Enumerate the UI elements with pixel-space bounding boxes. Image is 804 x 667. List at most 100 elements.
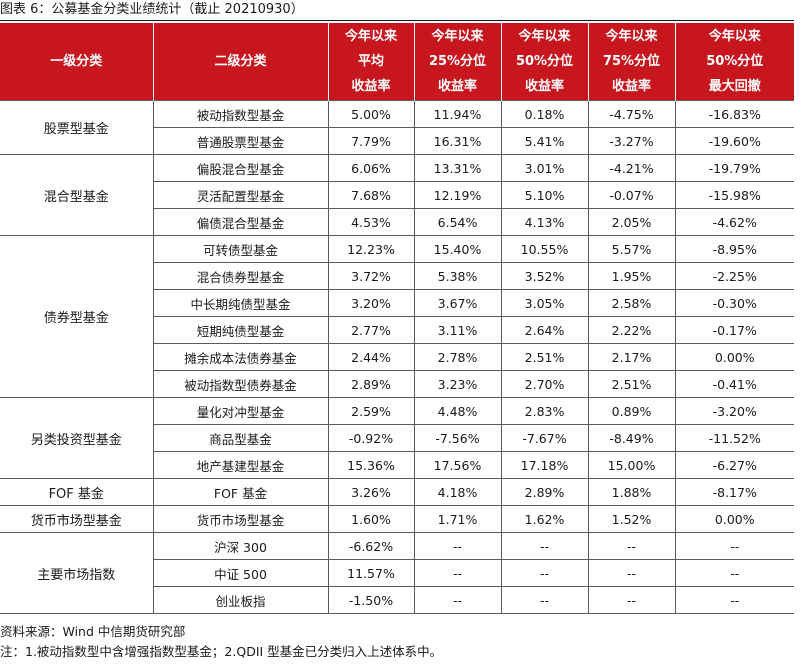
source-note: 资料来源：Wind 中信期货研究部 — [0, 624, 186, 639]
value-cell: -4.21% — [587, 154, 676, 182]
table-row: 货币市场型基金 货币市场型基金 1.60% 1.71% 1.62% 1.52% 0.00% — [0, 505, 794, 533]
value-cell: 12.19% — [413, 181, 502, 209]
value-cell: 7.68% — [327, 181, 415, 209]
value-cell: 2.77% — [327, 316, 415, 344]
value-cell: 17.56% — [413, 451, 502, 479]
value-cell: 1.71% — [413, 505, 502, 533]
value-cell: -- — [674, 559, 794, 587]
subcategory-cell: 灵活配置型基金 — [153, 181, 329, 209]
value-cell: -4.75% — [587, 100, 676, 128]
value-cell: 2.58% — [587, 289, 676, 317]
header-avg-return: 今年以来 平均 收益率 — [327, 23, 414, 101]
figure-title: 图表 6：公募基金分类业绩统计（截止 20210930） — [0, 2, 304, 17]
table-row: 地产基建型基金 15.36% 17.56% 17.18% 15.00% -6.27% — [0, 451, 794, 479]
table-row: 股票型基金 被动指数型基金 5.00% 11.94% 0.18% -4.75% -16.83… — [0, 100, 794, 155]
table-body: 股票型基金 被动指数型基金 5.00% 11.94% 0.18% -4.75% -16.83… — [0, 100, 794, 614]
value-cell: 12.23% — [327, 235, 415, 263]
subcategory-cell: 被动指数型基金 — [152, 100, 329, 128]
subcategory-cell: FOF 基金 — [152, 478, 329, 506]
table-row: 灵活配置型基金 7.68% 12.19% 5.10% -0.07% -15.98% — [0, 181, 794, 209]
value-cell: 3.26% — [327, 478, 415, 506]
category-cell: 主要市场指数 — [0, 532, 154, 614]
value-cell: -4.62% — [674, 208, 794, 236]
value-cell: 17.18% — [500, 451, 589, 479]
title-divider — [0, 20, 794, 21]
value-cell: 6.54% — [413, 208, 502, 236]
value-cell: 4.13% — [500, 208, 589, 236]
category-cell: 货币市场型基金 — [0, 505, 154, 533]
subcategory-cell: 地产基建型基金 — [153, 451, 329, 479]
value-cell: 3.11% — [413, 316, 502, 344]
value-cell: 13.31% — [413, 154, 502, 182]
subcategory-cell: 偏股混合型基金 — [152, 154, 329, 182]
value-cell: 2.78% — [413, 343, 502, 371]
subcategory-cell: 摊余成本法债券基金 — [153, 343, 329, 371]
value-cell: 2.89% — [327, 370, 415, 398]
table-row: FOF 基金 FOF 基金 3.26% 4.18% 2.89% 1.88% -8.17% — [0, 478, 794, 506]
value-cell: -16.83% — [674, 100, 794, 128]
value-cell: 11.57% — [327, 559, 415, 587]
subcategory-cell: 偏债混合型基金 — [153, 208, 329, 236]
value-cell: -2.25% — [674, 262, 794, 290]
value-cell: -8.95% — [674, 235, 794, 263]
value-cell: -- — [587, 532, 676, 560]
value-cell: 3.20% — [327, 289, 415, 317]
value-cell: 6.06% — [327, 154, 415, 182]
value-cell: -8.49% — [587, 424, 676, 452]
table-row: 创业板指 -1.50% -- -- -- -- — [0, 586, 794, 614]
subcategory-cell: 量化对冲型基金 — [152, 397, 329, 425]
value-cell: 5.00% — [327, 100, 415, 128]
subcategory-cell: 沪深 300 — [152, 532, 329, 560]
value-cell: -- — [413, 586, 502, 614]
value-cell: -11.52% — [674, 424, 794, 452]
value-cell: 3.01% — [500, 154, 589, 182]
value-cell: -0.41% — [674, 370, 794, 398]
value-cell: 11.94% — [413, 100, 502, 128]
value-cell: 3.23% — [413, 370, 502, 398]
subcategory-cell: 可转债型基金 — [152, 235, 329, 263]
header-level1: 一级分类 — [0, 23, 153, 101]
value-cell: -- — [587, 586, 676, 614]
table-header-row: 一级分类 二级分类 今年以来 平均 收益率 今年以来 25%分位 收益率 今年以来 50%… — [0, 23, 794, 101]
value-cell: 4.18% — [413, 478, 502, 506]
value-cell: 3.67% — [413, 289, 502, 317]
footnote: 注：1.被动指数型中含增强指数型基金；2.QDII 型基金已分类归入上述体系中。 — [0, 644, 443, 659]
value-cell: -0.07% — [587, 181, 676, 209]
value-cell: 2.51% — [500, 343, 589, 371]
header-p25-return: 今年以来 25%分位 收益率 — [413, 23, 501, 101]
table-row: 混合债券型基金 3.72% 5.38% 3.52% 1.95% -2.25% — [0, 262, 794, 290]
value-cell: 5.38% — [413, 262, 502, 290]
value-cell: -- — [674, 532, 794, 560]
value-cell: 3.05% — [500, 289, 589, 317]
value-cell: -- — [587, 559, 676, 587]
value-cell: 1.52% — [587, 505, 676, 533]
value-cell: -0.30% — [674, 289, 794, 317]
table-row: 偏债混合型基金 4.53% 6.54% 4.13% 2.05% -4.62% — [0, 208, 794, 236]
table-row: 中证 500 11.57% -- -- -- -- — [0, 559, 794, 587]
value-cell: 1.95% — [587, 262, 676, 290]
value-cell: 2.89% — [500, 478, 589, 506]
table-row: 商品型基金 -0.92% -7.56% -7.67% -8.49% -11.52% — [0, 424, 794, 452]
table-row: 混合型基金 偏股混合型基金 6.06% 13.31% 3.01% -4.21% -19.79… — [0, 154, 794, 236]
category-cell: 股票型基金 — [0, 100, 154, 155]
table-row: 主要市场指数 沪深 300 -6.62% -- -- -- -- — [0, 532, 794, 614]
value-cell: 2.44% — [327, 343, 415, 371]
value-cell: 1.88% — [587, 478, 676, 506]
value-cell: -- — [413, 532, 502, 560]
value-cell: 3.52% — [500, 262, 589, 290]
value-cell: -- — [413, 559, 502, 587]
value-cell: 5.41% — [500, 127, 589, 155]
value-cell: 1.60% — [327, 505, 415, 533]
subcategory-cell: 普通股票型基金 — [153, 127, 329, 155]
header-p75-return: 今年以来 75%分位 收益率 — [587, 23, 675, 101]
fund-performance-table: 一级分类 二级分类 今年以来 平均 收益率 今年以来 25%分位 收益率 今年以来 50%… — [0, 23, 794, 614]
value-cell: -1.50% — [327, 586, 415, 614]
value-cell: 5.57% — [587, 235, 676, 263]
category-cell: 另类投资型基金 — [0, 397, 154, 479]
subcategory-cell: 中证 500 — [153, 559, 329, 587]
value-cell: 0.18% — [500, 100, 589, 128]
value-cell: 10.55% — [500, 235, 589, 263]
value-cell: 4.48% — [413, 397, 502, 425]
value-cell: 1.62% — [500, 505, 589, 533]
subcategory-cell: 短期纯债型基金 — [153, 316, 329, 344]
